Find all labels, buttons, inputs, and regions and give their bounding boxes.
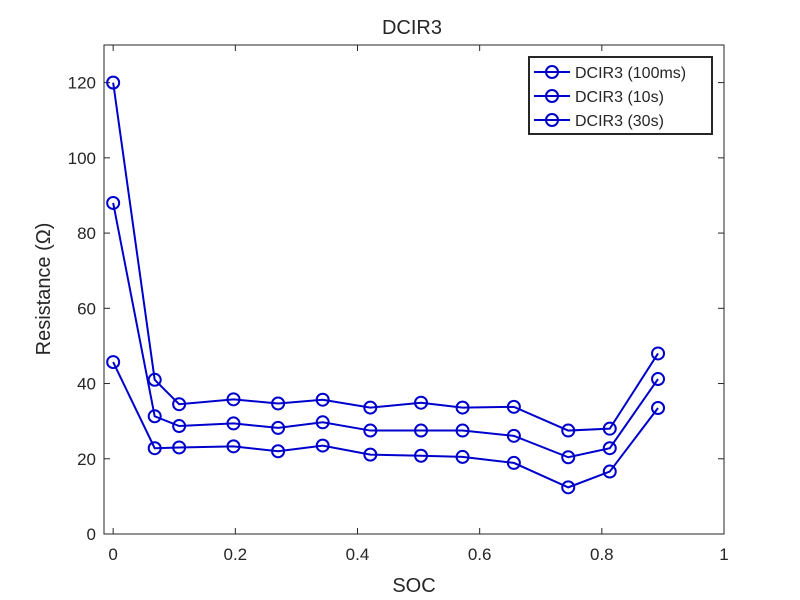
data-point <box>651 346 666 361</box>
data-point <box>226 392 241 407</box>
y-tick-label: 20 <box>77 450 96 469</box>
data-point <box>506 399 521 414</box>
series-1 <box>106 75 666 438</box>
data-point <box>561 480 576 495</box>
data-point <box>363 400 378 415</box>
y-axis: 0 20 40 60 80 100 120 <box>68 74 724 544</box>
data-point <box>506 455 521 470</box>
data-point <box>363 423 378 438</box>
data-point <box>455 423 470 438</box>
data-point <box>172 440 187 455</box>
legend-marker <box>545 113 559 127</box>
data-point <box>106 355 121 370</box>
chart-title: DCIR3 <box>382 17 442 39</box>
x-tick-label: 0.8 <box>590 545 614 564</box>
x-tick-label: 0 <box>108 545 117 564</box>
legend-marker <box>545 89 559 103</box>
series-line <box>112 82 659 432</box>
legend-marker <box>545 65 559 79</box>
data-point <box>455 400 470 415</box>
data-point <box>172 419 187 434</box>
data-point <box>651 372 666 387</box>
data-point <box>561 423 576 438</box>
data-point <box>315 415 330 430</box>
x-tick-label: 0.4 <box>346 545 370 564</box>
data-point <box>414 423 429 438</box>
data-point <box>147 372 162 387</box>
data-point <box>602 421 617 436</box>
y-tick-label: 60 <box>77 299 96 318</box>
data-point <box>271 396 286 411</box>
y-tick-label: 100 <box>68 149 96 168</box>
data-point <box>363 447 378 462</box>
data-point <box>106 195 121 210</box>
data-point <box>414 448 429 463</box>
data-point <box>315 438 330 453</box>
series-layer <box>106 75 666 495</box>
legend-item: DCIR3 (30s) <box>534 113 664 130</box>
x-axis: 0 0.2 0.4 0.6 0.8 1 <box>108 45 729 564</box>
data-point <box>271 420 286 435</box>
y-axis-label: Resistance (Ω) <box>33 223 55 356</box>
legend-label: DCIR3 (100ms) <box>575 65 686 82</box>
legend-label: DCIR3 (10s) <box>575 89 664 106</box>
series-line <box>112 202 659 459</box>
y-tick-label: 0 <box>87 525 96 544</box>
data-point <box>271 444 286 459</box>
data-point <box>455 449 470 464</box>
legend: DCIR3 (100ms) DCIR3 (10s) DCIR3 (30s) <box>528 56 713 135</box>
data-point <box>561 450 576 465</box>
y-tick-label: 80 <box>77 224 96 243</box>
x-tick-label: 0.6 <box>468 545 492 564</box>
series-2 <box>106 195 666 465</box>
data-point <box>506 428 521 443</box>
data-point <box>602 464 617 479</box>
data-point <box>226 416 241 431</box>
y-tick-label: 40 <box>77 375 96 394</box>
legend-item: DCIR3 (100ms) <box>534 65 686 82</box>
x-tick-label: 0.2 <box>224 545 248 564</box>
data-point <box>651 400 666 415</box>
data-point <box>147 409 162 424</box>
legend-label: DCIR3 (30s) <box>575 113 664 130</box>
data-point <box>315 392 330 407</box>
legend-item: DCIR3 (10s) <box>534 89 664 106</box>
data-point <box>414 395 429 410</box>
y-tick-label: 120 <box>68 74 96 93</box>
data-point <box>226 439 241 454</box>
data-point <box>147 441 162 456</box>
series-3 <box>106 355 666 495</box>
data-point <box>172 397 187 412</box>
data-point <box>106 75 121 90</box>
x-axis-label: SOC <box>392 575 435 597</box>
data-point <box>602 441 617 456</box>
series-line <box>112 361 659 489</box>
x-tick-label: 1 <box>719 545 728 564</box>
